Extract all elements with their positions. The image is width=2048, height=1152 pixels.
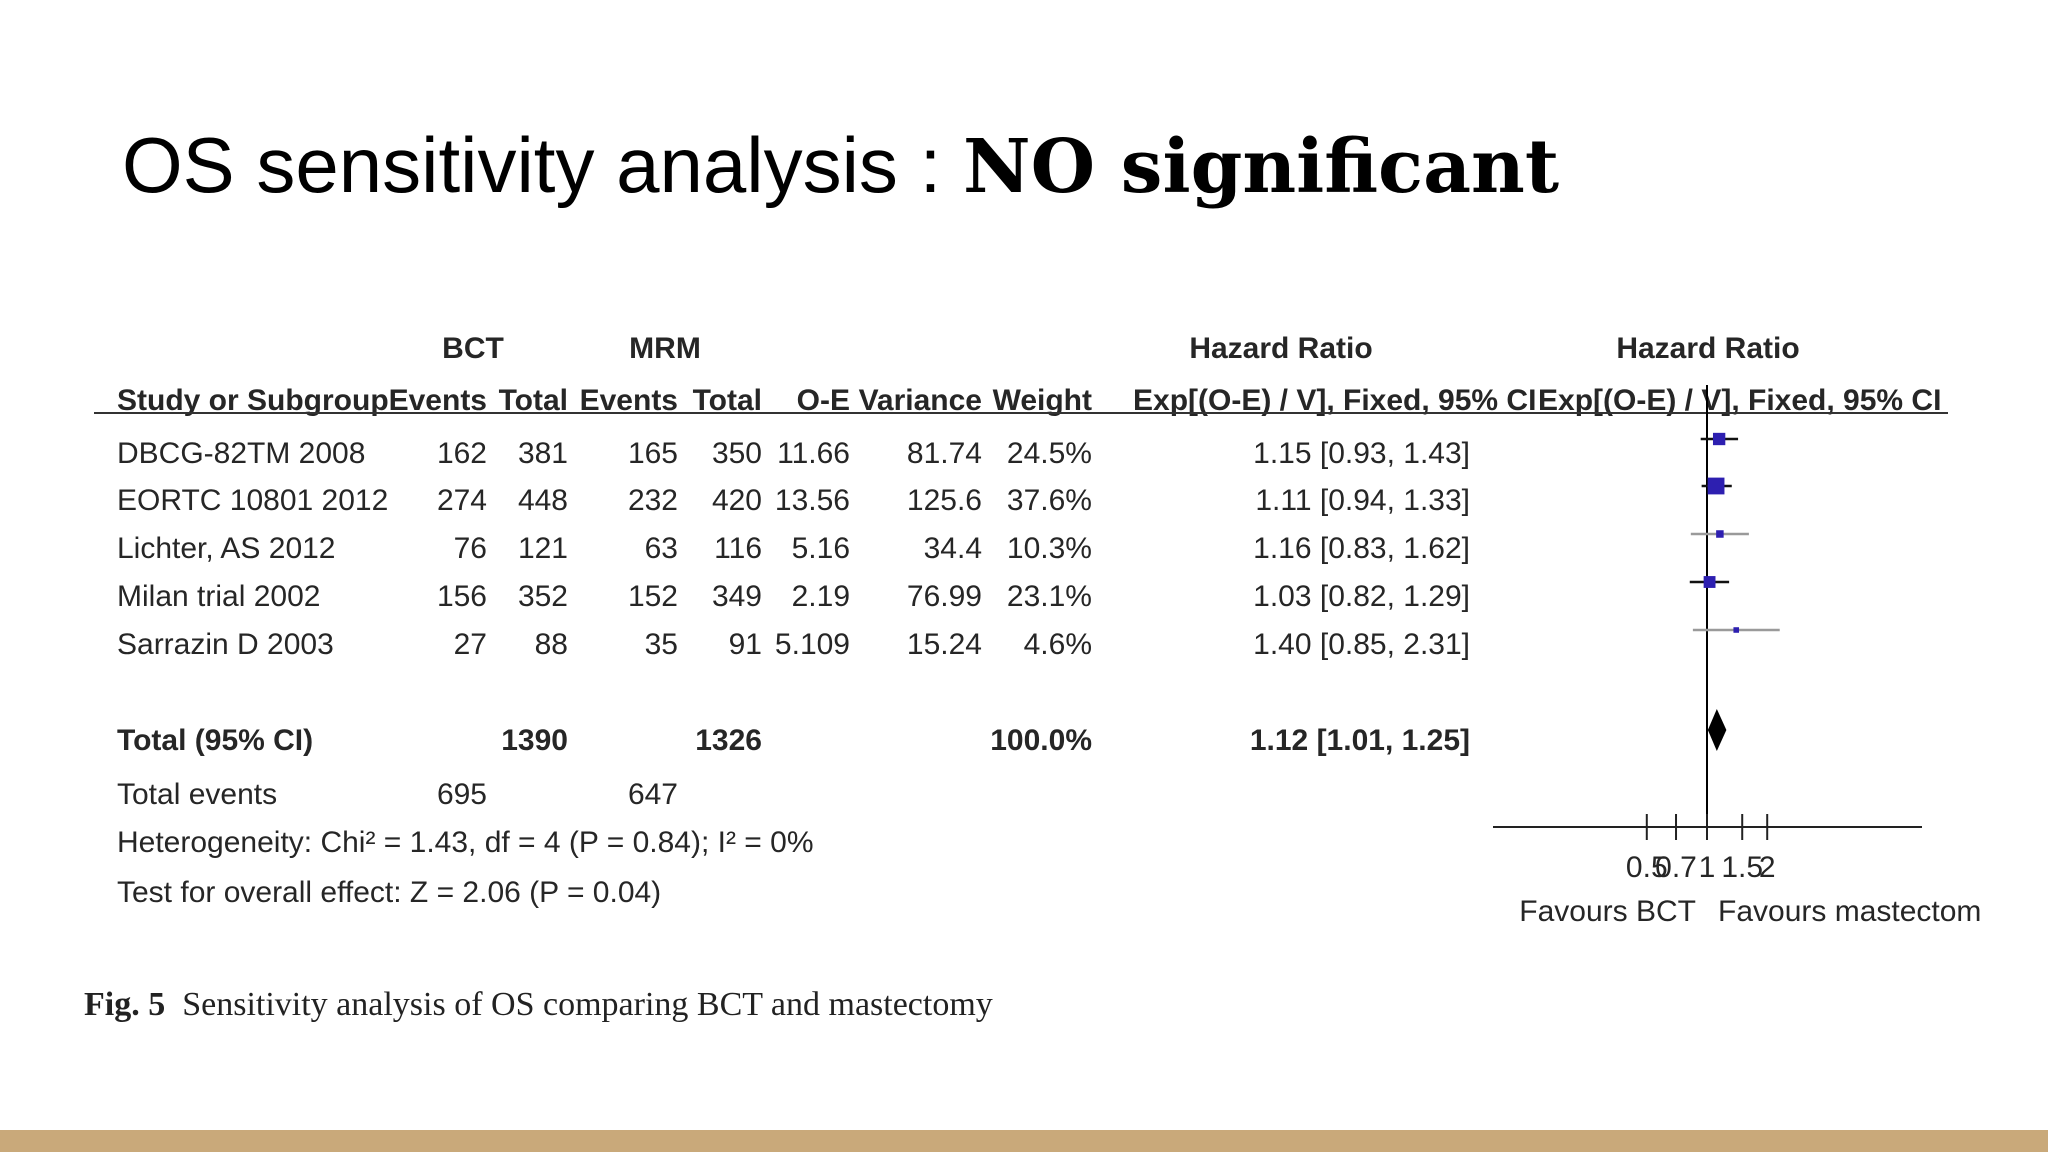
figure-caption-text: Sensitivity analysis of OS comparing BCT… (182, 986, 993, 1023)
study-name: Lichter, AS 2012 (117, 532, 336, 565)
x-tick-label: 2 (1759, 851, 1776, 884)
variance-value: 76.99 (907, 580, 982, 613)
study-marker (1712, 432, 1726, 446)
bct-events-value: 27 (454, 628, 487, 661)
mrm-events-value: 232 (628, 484, 678, 517)
total-hr-ci-value: 1.12 [1.01, 1.25] (1250, 724, 1470, 757)
study-marker (1703, 576, 1716, 588)
mrm-total-value: 91 (729, 628, 762, 661)
variance-value: 15.24 (907, 628, 982, 661)
study-marker (1733, 627, 1740, 633)
bct-total-value: 352 (518, 580, 568, 613)
overall-effect-text: Test for overall effect: Z = 2.06 (P = 0… (117, 876, 661, 909)
study-name: Milan trial 2002 (117, 580, 320, 613)
hr-ci-value: 1.40 [0.85, 2.31] (1253, 628, 1470, 661)
hr-ci-value: 1.15 [0.93, 1.43] (1253, 437, 1470, 470)
mrm-total-value: 116 (714, 532, 762, 565)
col-header-variance: Variance (859, 384, 982, 417)
col-header-weight: Weight (993, 384, 1092, 417)
col-header-oe: O-E (797, 384, 850, 417)
oe-value: 5.109 (775, 628, 850, 661)
study-name: DBCG-82TM 2008 (117, 437, 365, 470)
study-name: Sarrazin D 2003 (117, 628, 334, 661)
bct-events-value: 274 (437, 484, 487, 517)
total-bct-value: 1390 (501, 724, 568, 757)
bct-events-value: 156 (437, 580, 487, 613)
header-hazard-ratio-plot: Hazard Ratio (1616, 332, 1799, 365)
x-tick-label: 1.5 (1721, 851, 1763, 884)
heterogeneity-text: Heterogeneity: Chi² = 1.43, df = 4 (P = … (117, 826, 814, 859)
bct-events-value: 76 (454, 532, 487, 565)
mrm-total-value: 349 (712, 580, 762, 613)
mrm-events-value: 63 (645, 532, 678, 565)
slide-title: OS sensitivity analysis : NO significant (122, 120, 1559, 211)
figure-caption: Fig. 5 Sensitivity analysis of OS compar… (84, 986, 993, 1024)
variance-value: 34.4 (924, 532, 982, 565)
oe-value: 13.56 (775, 484, 850, 517)
bct-total-value: 448 (518, 484, 568, 517)
col-header-hr-plot: Exp[(O-E) / V], Fixed, 95% CI (1538, 384, 1941, 417)
x-tick-label: 0.5 (1626, 851, 1668, 884)
total-label: Total (95% CI) (117, 724, 313, 757)
variance-value: 81.74 (907, 437, 982, 470)
total-weight-value: 100.0% (990, 724, 1092, 757)
col-header-bct-total: Total (499, 384, 568, 417)
mrm-total-value: 420 (712, 484, 762, 517)
variance-value: 125.6 (907, 484, 982, 517)
x-tick-label: 0.7 (1655, 851, 1697, 884)
figure-label: Fig. 5 (84, 986, 166, 1023)
bct-total-value: 88 (535, 628, 568, 661)
title-emphasis: NO significant (962, 124, 1560, 210)
title-prefix: OS sensitivity analysis : (122, 121, 963, 209)
weight-value: 37.6% (1007, 484, 1092, 517)
header-hazard-ratio-col: Hazard Ratio (1189, 332, 1372, 365)
total-events-label: Total events (117, 778, 277, 811)
favours-left-label: Favours BCT (1519, 895, 1696, 928)
oe-value: 2.19 (792, 580, 850, 613)
favours-right-label: Favours mastectom (1718, 895, 1981, 928)
total-events-bct: 695 (437, 778, 487, 811)
bct-events-value: 162 (437, 437, 487, 470)
weight-value: 24.5% (1007, 437, 1092, 470)
mrm-events-value: 165 (628, 437, 678, 470)
header-bct: BCT (442, 332, 504, 365)
hr-ci-value: 1.03 [0.82, 1.29] (1253, 580, 1470, 613)
col-header-mrm-events: Events (580, 384, 678, 417)
mrm-events-value: 152 (628, 580, 678, 613)
study-marker (1716, 530, 1724, 538)
bct-total-value: 381 (518, 437, 568, 470)
study-marker (1707, 477, 1725, 495)
mrm-events-value: 35 (645, 628, 678, 661)
weight-value: 10.3% (1007, 532, 1092, 565)
mrm-total-value: 350 (712, 437, 762, 470)
bct-total-value: 121 (518, 532, 568, 565)
col-header-mrm-total: Total (693, 384, 762, 417)
x-tick-label: 1 (1699, 851, 1716, 884)
hr-ci-value: 1.16 [0.83, 1.62] (1253, 532, 1470, 565)
study-name: EORTC 10801 2012 (117, 484, 388, 517)
pooled-diamond (1707, 709, 1727, 751)
col-header-study: Study or Subgroup (117, 384, 389, 417)
bottom-accent-bar (0, 1130, 2048, 1152)
total-mrm-value: 1326 (695, 724, 762, 757)
col-header-hr-ci: Exp[(O-E) / V], Fixed, 95% CI (1133, 384, 1536, 417)
oe-value: 11.66 (777, 437, 850, 470)
total-events-mrm: 647 (628, 778, 678, 811)
oe-value: 5.16 (792, 532, 850, 565)
weight-value: 4.6% (1024, 628, 1092, 661)
hr-ci-value: 1.11 [0.94, 1.33] (1255, 484, 1470, 517)
weight-value: 23.1% (1007, 580, 1092, 613)
header-mrm: MRM (629, 332, 701, 365)
col-header-bct-events: Events (389, 384, 487, 417)
